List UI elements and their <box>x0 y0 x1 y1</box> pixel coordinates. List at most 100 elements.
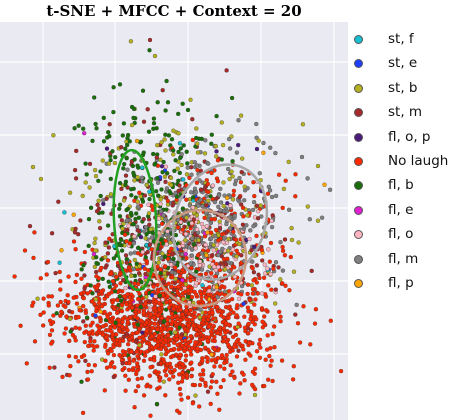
data-point <box>131 170 136 176</box>
data-point <box>159 221 165 226</box>
data-point <box>245 305 251 310</box>
data-point <box>86 343 91 349</box>
data-point <box>155 180 161 185</box>
data-point <box>248 316 253 322</box>
data-point <box>106 130 111 135</box>
data-point <box>252 366 258 371</box>
data-point <box>206 324 211 329</box>
data-point <box>170 318 175 324</box>
data-point <box>112 325 117 330</box>
data-point <box>130 163 136 169</box>
data-point <box>87 330 92 335</box>
data-point <box>191 195 196 200</box>
data-point <box>231 229 236 234</box>
data-point <box>197 315 203 320</box>
data-point <box>32 339 38 344</box>
data-point <box>264 308 269 313</box>
data-point <box>96 300 102 306</box>
data-point <box>63 326 69 331</box>
data-point <box>250 266 255 271</box>
data-point <box>167 189 172 194</box>
data-point <box>158 271 163 276</box>
data-point <box>136 296 141 302</box>
data-point <box>250 319 255 325</box>
data-point <box>71 295 76 300</box>
data-point <box>166 281 171 286</box>
data-point <box>179 397 184 402</box>
data-point <box>273 301 278 306</box>
data-point <box>215 305 220 310</box>
legend-label: fl, b <box>388 177 414 194</box>
data-point <box>176 149 181 155</box>
data-point <box>94 255 99 260</box>
data-point <box>223 330 228 335</box>
data-point <box>230 247 236 252</box>
data-point <box>189 265 194 271</box>
data-point <box>226 342 231 348</box>
data-point <box>222 366 227 371</box>
data-point <box>148 413 153 418</box>
data-point <box>99 289 104 294</box>
data-point <box>171 152 176 157</box>
data-point <box>85 369 90 375</box>
data-point <box>73 279 78 285</box>
data-point <box>118 281 123 286</box>
data-point <box>58 299 63 305</box>
data-point <box>229 95 235 101</box>
data-point <box>144 349 150 354</box>
data-point <box>296 240 301 245</box>
data-point <box>209 236 214 241</box>
data-point <box>90 331 95 336</box>
legend-label: fl, m <box>388 250 419 267</box>
data-point <box>134 369 139 374</box>
data-point <box>200 358 205 363</box>
data-point <box>160 88 165 93</box>
data-point <box>205 338 210 343</box>
data-point <box>180 312 185 317</box>
data-point <box>192 289 197 295</box>
legend-label: st, b <box>388 79 418 96</box>
data-point <box>190 401 196 406</box>
data-point <box>70 332 76 338</box>
data-point <box>86 216 92 222</box>
data-point <box>135 163 140 168</box>
data-point <box>129 193 134 198</box>
data-point <box>106 245 112 250</box>
data-point <box>141 393 147 398</box>
data-point <box>240 205 246 210</box>
data-point <box>226 136 232 142</box>
data-point <box>238 113 244 118</box>
data-point <box>76 232 81 237</box>
data-point <box>51 133 56 138</box>
data-point <box>81 126 86 131</box>
data-point <box>118 271 123 277</box>
data-point <box>82 286 87 291</box>
data-point <box>128 251 133 256</box>
data-point <box>248 353 253 358</box>
data-point <box>228 349 233 354</box>
data-point <box>99 265 104 271</box>
data-point <box>283 178 288 183</box>
data-point <box>147 196 152 202</box>
data-point <box>244 223 249 228</box>
data-point <box>81 303 86 309</box>
data-point <box>194 227 200 232</box>
data-point <box>44 272 49 277</box>
data-point <box>280 281 285 286</box>
data-point <box>269 287 274 292</box>
data-point <box>94 285 99 291</box>
data-point <box>155 175 160 181</box>
data-point <box>237 195 242 200</box>
data-point <box>146 211 152 216</box>
data-point <box>120 133 125 138</box>
data-point <box>199 251 204 256</box>
data-point <box>171 287 177 293</box>
data-point <box>125 142 130 148</box>
data-point <box>221 240 226 245</box>
data-point <box>214 379 219 384</box>
data-point <box>173 330 178 335</box>
data-point <box>50 320 56 325</box>
data-point <box>76 359 81 364</box>
legend-marker-icon <box>354 108 363 118</box>
data-point <box>166 342 171 348</box>
